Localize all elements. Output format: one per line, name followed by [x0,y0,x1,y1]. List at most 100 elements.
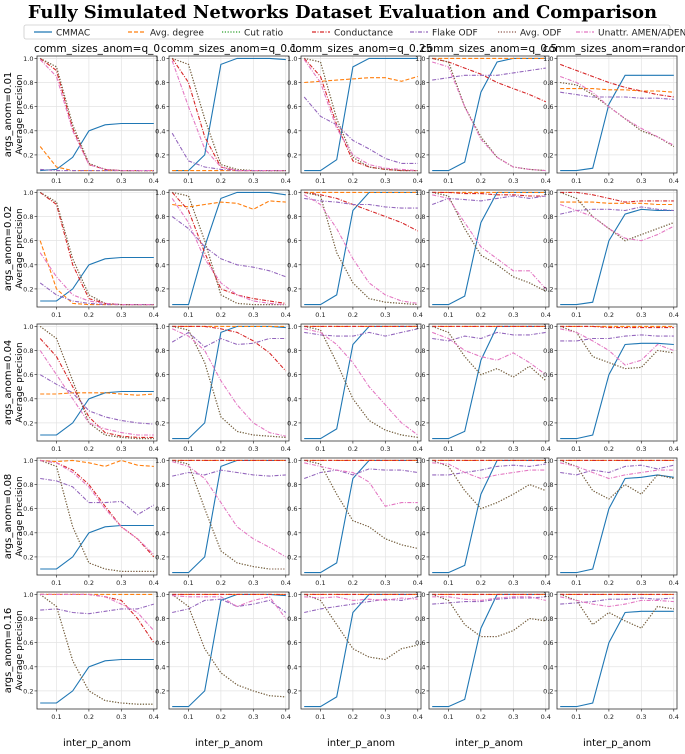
y-tick-label: 0.2 [287,285,297,293]
series-line [432,459,546,510]
series-line [432,331,546,342]
x-tick-label: 0.2 [604,713,614,721]
plot-area [301,592,421,709]
y-tick-label: 0.6 [543,639,553,647]
series-line [432,67,546,81]
y-tick-label: 0.6 [287,371,297,379]
x-tick-label: 0.2 [348,713,358,721]
subplot: 0.2 0.4 0.6 0.8 1.0 0.1 0.2 0.3 0.4 [155,189,291,319]
series-line [560,334,674,342]
y-tick-label: 1.0 [155,591,165,599]
plot-area [37,324,157,441]
legend-item: Unattr. AMEN/ADENMN [576,29,685,39]
plot-frame [168,457,290,576]
series-line [432,596,546,601]
subplot: 0.2 0.4 0.6 0.8 1.0 0.1 0.2 0.3 0.4 inter_p_anom [543,591,679,749]
y-tick-label: 0.4 [287,261,297,269]
y-tick-label: 0.2 [415,553,425,561]
series-line [560,596,674,608]
legend-item: Cut ratio [222,29,284,39]
y-tick-label: 0.4 [287,529,297,537]
plot-frame [300,323,422,442]
y-tick-label: 0.2 [23,553,33,561]
series-line [303,96,418,164]
x-tick-label: 0.3 [248,713,258,721]
plot-area [557,56,677,173]
legend-label: Cut ratio [244,29,284,39]
series-line [304,191,418,306]
x-tick-label: 0.1 [183,579,193,587]
y-tick-label: 0.8 [23,347,33,355]
x-tick-label: 0.4 [541,311,551,319]
series-line [39,59,154,172]
legend-label: Conductance [334,29,394,39]
series-line [171,192,286,304]
plot-frame [168,323,290,442]
y-tick-label: 0.2 [287,419,297,427]
series-line [39,374,154,425]
series-line [39,191,154,306]
y-tick-label: 0.4 [23,529,33,537]
plot-area [37,592,157,709]
y-tick-label: 0.6 [155,639,165,647]
plot-frame [428,55,550,174]
series-line [304,596,418,614]
x-tick-label: 0.1 [315,311,325,319]
plot-frame [556,55,678,174]
series-line [172,191,286,306]
y-tick-label: 0.8 [415,79,425,87]
series-line [432,331,547,376]
y-tick-label: 0.4 [155,395,165,403]
x-tick-label: 0.2 [348,177,358,185]
y-tick-label: 0.8 [543,481,553,489]
x-tick-label: 0.4 [149,579,159,587]
plot-area [557,458,677,575]
y-tick-label: 0.2 [415,419,425,427]
y-tick-label: 0.2 [23,285,33,293]
y-tick-label: 0.6 [23,639,33,647]
plot-frame [556,457,678,576]
y-tick-label: 0.2 [287,553,297,561]
y-tick-label: 0.6 [155,103,165,111]
plot-frame [300,591,422,710]
series-line [171,132,286,172]
y-tick-label: 1.0 [543,189,553,197]
x-tick-label: 0.1 [443,445,453,453]
x-tick-label: 0.4 [149,177,159,185]
x-tick-label: 0.4 [669,579,679,587]
series-line [39,338,154,438]
plot-area [301,324,421,441]
y-tick-label: 0.4 [543,663,553,671]
x-axis-label: inter_p_anom [63,738,131,749]
y-tick-label: 1.0 [155,55,165,63]
y-tick-label: 0.6 [287,639,297,647]
x-tick-label: 0.4 [413,579,423,587]
y-tick-label: 1.0 [415,189,425,197]
y-tick-label: 0.2 [155,687,165,695]
series-line [432,191,547,292]
x-tick-label: 0.1 [183,311,193,319]
y-tick-label: 1.0 [415,55,425,63]
y-tick-label: 1.0 [415,457,425,465]
y-tick-label: 0.6 [543,103,553,111]
x-tick-label: 0.3 [508,579,518,587]
legend: CMMAC Avg. degree Cut ratio Conductance Flak… [23,24,685,40]
plot-area [429,458,549,575]
y-tick-label: 0.4 [415,395,425,403]
series-line [304,191,419,232]
x-tick-label: 0.3 [380,713,390,721]
plot-frame [300,189,422,308]
y-tick-label: 0.8 [415,213,425,221]
series-line [304,191,418,306]
series-line [432,463,546,476]
series-line [172,325,286,438]
x-tick-label: 0.2 [216,713,226,721]
y-tick-label: 0.4 [23,261,33,269]
y-tick-label: 1.0 [287,591,297,599]
y-tick-label: 0.8 [155,481,165,489]
x-tick-label: 0.2 [84,713,94,721]
y-tick-label: 0.8 [287,213,297,221]
y-tick-label: 1.0 [23,457,33,465]
x-tick-label: 0.3 [116,713,126,721]
